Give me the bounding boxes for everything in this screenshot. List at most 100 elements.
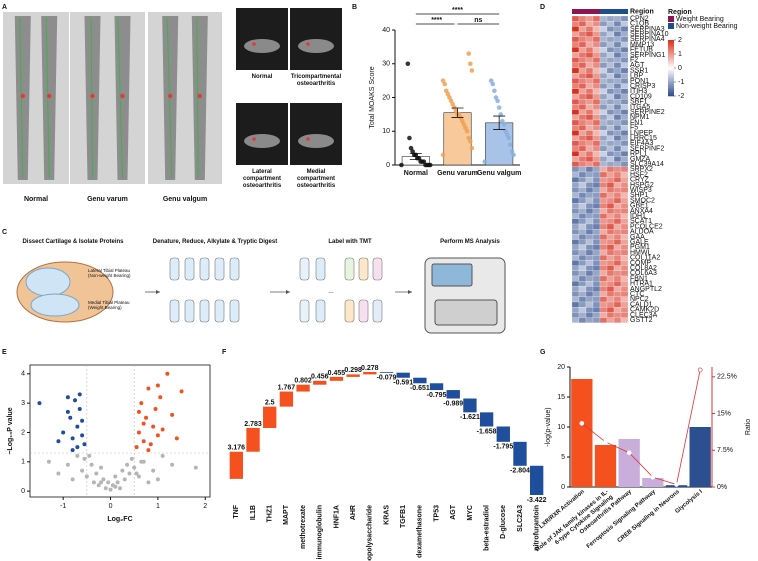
heat-cell <box>592 145 601 152</box>
heat-cell <box>578 239 587 245</box>
heat-cell <box>571 260 580 266</box>
heat-cell <box>599 52 608 58</box>
heat-cell <box>571 187 580 193</box>
row-label: ANXA4 <box>630 208 653 215</box>
heat-cell <box>592 213 601 219</box>
value-label: 0.298 <box>344 367 362 374</box>
heat-cell <box>585 26 594 32</box>
colorbar-step <box>668 86 674 88</box>
heat-cell <box>606 83 615 89</box>
volcano-point <box>170 462 175 467</box>
row-label: AGT <box>630 62 645 69</box>
heat-cell <box>592 265 601 271</box>
heat-cell <box>571 244 580 251</box>
row-label: SERPING1 <box>630 52 666 59</box>
heat-cell <box>606 265 615 271</box>
data-point <box>466 135 472 141</box>
significance-label: **** <box>452 7 463 14</box>
heat-cell <box>585 301 594 308</box>
colorbar-step <box>668 59 674 62</box>
heat-cell <box>606 161 615 167</box>
heat-cell <box>599 286 608 292</box>
heat-cell <box>571 47 580 53</box>
value-label: -1.621 <box>460 414 480 421</box>
colorbar-step <box>668 45 674 48</box>
heat-cell <box>606 67 615 74</box>
heat-cell <box>613 130 622 136</box>
heat-cell <box>613 229 622 235</box>
bar <box>689 427 711 487</box>
heat-cell <box>585 93 594 100</box>
row-label: FBN1 <box>630 275 648 282</box>
heat-cell <box>620 192 629 199</box>
arrow-head <box>156 290 160 294</box>
heat-cell <box>613 281 622 287</box>
heat-cell <box>571 83 580 89</box>
heat-cell <box>578 223 587 230</box>
heat-cell <box>592 187 601 193</box>
value-label: 3.176 <box>228 445 246 452</box>
heat-cell <box>585 140 594 147</box>
axis-line <box>45 17 50 179</box>
heat-cell <box>620 187 629 193</box>
panel-letter: D <box>540 4 545 11</box>
row-label: C1QB <box>630 21 649 28</box>
y2-tick-label: 7.5% <box>717 447 733 454</box>
heat-cell <box>606 114 615 121</box>
heat-cell <box>578 125 587 131</box>
heat-cell <box>578 88 587 95</box>
heat-cell <box>613 47 622 53</box>
data-point <box>498 112 504 117</box>
heat-cell <box>592 281 601 287</box>
heat-cell <box>585 36 594 43</box>
volcano-point <box>73 398 77 403</box>
heat-cell <box>620 265 629 271</box>
heat-cell <box>599 161 608 167</box>
heat-cell <box>620 109 629 115</box>
heat-cell <box>578 62 587 69</box>
volcano-point <box>65 409 70 414</box>
panel-letter: C <box>2 229 7 236</box>
heat-cell <box>578 218 587 225</box>
heat-cell <box>613 208 622 214</box>
tube <box>184 299 195 323</box>
heat-cell <box>592 203 601 209</box>
category-label: AHR <box>350 505 357 520</box>
heat-cell <box>592 67 601 74</box>
heat-cell <box>578 187 587 193</box>
heat-cell <box>606 223 615 230</box>
heat-cell <box>613 145 622 152</box>
heat-cell <box>613 317 622 323</box>
heat-cell <box>578 260 587 266</box>
heat-cell <box>599 114 608 121</box>
plot-frame <box>29 364 211 498</box>
heat-cell <box>578 57 587 63</box>
mri-marker <box>252 137 256 141</box>
mri-marker <box>306 42 310 46</box>
colorbar-step <box>668 93 674 95</box>
heat-cell <box>599 223 608 230</box>
heat-cell <box>606 104 615 110</box>
heat-cell <box>578 93 587 100</box>
heat-cell <box>606 171 615 178</box>
heat-cell <box>620 145 629 152</box>
heat-cell <box>571 93 580 100</box>
heat-cell <box>606 213 615 219</box>
heat-cell <box>585 47 594 53</box>
heat-cell <box>578 114 587 121</box>
heat-cell <box>606 26 615 32</box>
heat-cell <box>599 281 608 287</box>
colorbar-step <box>668 48 674 51</box>
heat-cell <box>599 208 608 214</box>
joint-marker <box>168 93 173 99</box>
colorbar-step <box>668 66 674 69</box>
heat-cell <box>585 171 594 178</box>
data-point <box>469 68 475 73</box>
heat-cell <box>592 109 601 115</box>
colorbar-step <box>668 72 674 74</box>
heat-cell <box>599 171 608 178</box>
heat-cell <box>592 301 601 308</box>
heat-cell <box>599 93 608 100</box>
heat-cell <box>571 125 580 131</box>
data-point <box>469 145 475 151</box>
